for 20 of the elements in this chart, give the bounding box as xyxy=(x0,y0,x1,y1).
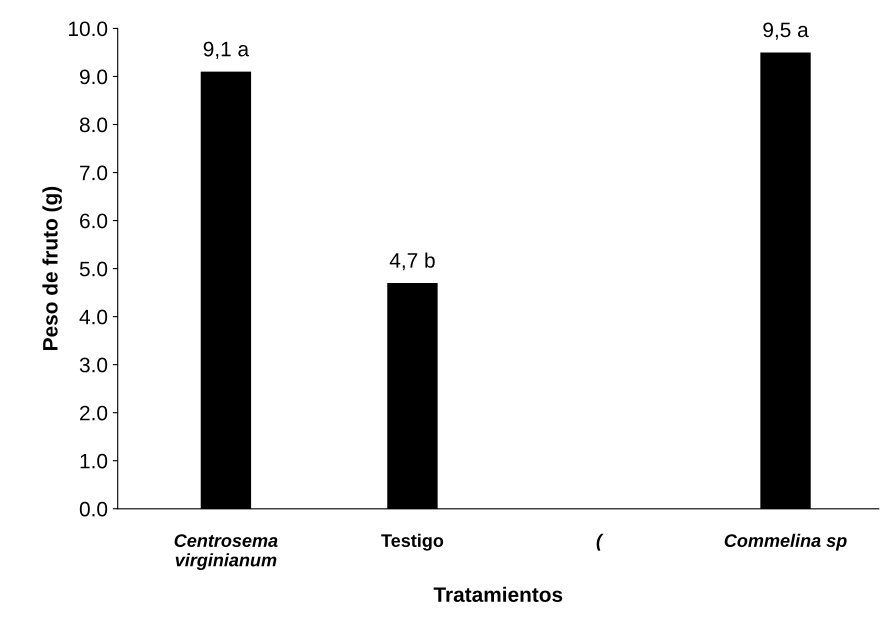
y-tick-label: 2.0 xyxy=(80,406,108,420)
x-tick-label: Commelina sp xyxy=(724,534,847,551)
y-tick-label: 9.0 xyxy=(80,69,108,84)
x-axis-title: Tratamientos xyxy=(434,586,562,602)
x-tick-label: Centrosema virginianum xyxy=(174,534,278,570)
y-tick-label: 8.0 xyxy=(80,118,108,132)
x-tick-label: Testigo xyxy=(381,534,444,551)
y-tick-label: 4.0 xyxy=(80,310,108,324)
y-axis-title: Peso de fruto (g) xyxy=(42,186,62,350)
data-label: 4,7 b xyxy=(390,252,435,270)
y-tick-label: 10.0 xyxy=(69,21,108,36)
data-label: 9,1 a xyxy=(204,42,250,59)
y-tick-label: 5.0 xyxy=(80,262,108,276)
y-tick-label: 3.0 xyxy=(80,358,108,372)
y-tick-label: 7.0 xyxy=(80,166,108,180)
y-tick-label: 0.0 xyxy=(80,502,108,517)
y-tick-label: 6.0 xyxy=(80,214,108,228)
x-tick-label: ( xyxy=(596,534,604,551)
y-tick-label: 1.0 xyxy=(80,454,108,468)
data-label: 9,5 a xyxy=(763,22,809,40)
